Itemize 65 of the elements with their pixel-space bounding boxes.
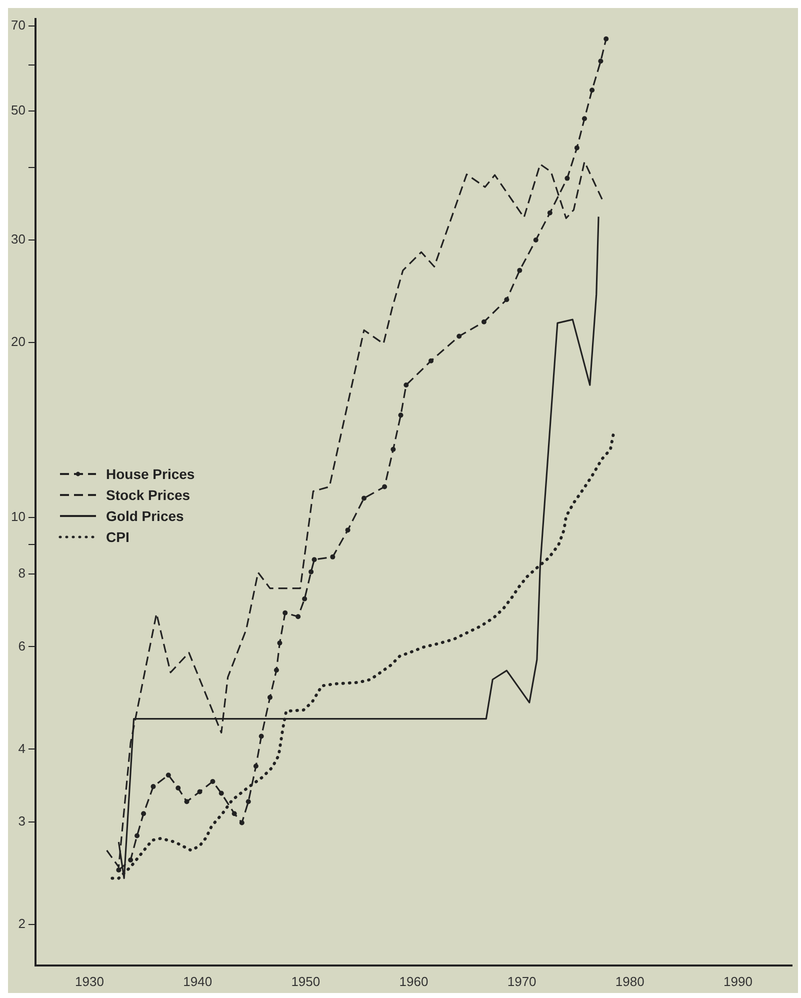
y-tick-label: 50 [10, 102, 26, 118]
point [345, 528, 350, 533]
y-tick-label: 3 [18, 813, 26, 828]
point [390, 446, 396, 452]
y-tick-label: 8 [18, 566, 26, 581]
x-tick-label: 1980 [615, 974, 644, 989]
point [428, 358, 434, 364]
point [308, 569, 314, 574]
point [253, 764, 258, 769]
y-tick-label: 70 [10, 17, 26, 32]
legend-label: House Prices [106, 466, 195, 482]
point [404, 382, 409, 388]
point [604, 36, 609, 42]
point [232, 811, 237, 816]
point [481, 319, 486, 324]
point [258, 734, 264, 739]
point [176, 786, 181, 791]
point [274, 668, 279, 673]
point [312, 557, 317, 562]
y-tick-label: 2 [18, 916, 26, 931]
point [533, 238, 538, 243]
point [184, 799, 190, 804]
point [134, 833, 140, 838]
legend-label: CPI [106, 528, 130, 544]
x-tick-label: 1950 [291, 974, 320, 989]
y-tick-label: 4 [18, 740, 26, 756]
point [302, 596, 308, 602]
point [547, 210, 552, 216]
point [598, 58, 604, 64]
legend-label: Stock Prices [106, 486, 190, 502]
point [296, 614, 301, 620]
point [362, 496, 367, 501]
point [564, 176, 570, 181]
point [128, 857, 134, 862]
point [517, 268, 522, 273]
point [456, 334, 462, 339]
x-tick-label: 1990 [724, 974, 752, 989]
y-tick-label: 10 [10, 509, 26, 524]
point [267, 694, 272, 700]
point [582, 116, 587, 122]
y-tick-label: 20 [10, 334, 26, 350]
point [150, 784, 156, 790]
point [282, 610, 288, 616]
point [141, 811, 146, 816]
point [197, 789, 202, 794]
x-tick-label: 1970 [507, 974, 536, 989]
point [246, 799, 251, 804]
point [382, 484, 388, 490]
x-tick-label: 1960 [399, 974, 428, 989]
point [398, 412, 404, 418]
point [330, 554, 336, 560]
y-tick-label: 6 [18, 638, 26, 654]
point [116, 867, 122, 872]
point [239, 820, 244, 826]
point [504, 297, 510, 302]
point [210, 778, 216, 784]
point [590, 88, 595, 93]
legend-label: Gold Prices [106, 508, 184, 524]
point [574, 145, 580, 150]
x-tick-label: 1940 [183, 974, 212, 989]
point [277, 640, 282, 646]
x-tick-label: 1930 [75, 974, 104, 989]
y-tick-label: 30 [10, 232, 26, 247]
point [218, 790, 224, 796]
point [166, 772, 171, 778]
